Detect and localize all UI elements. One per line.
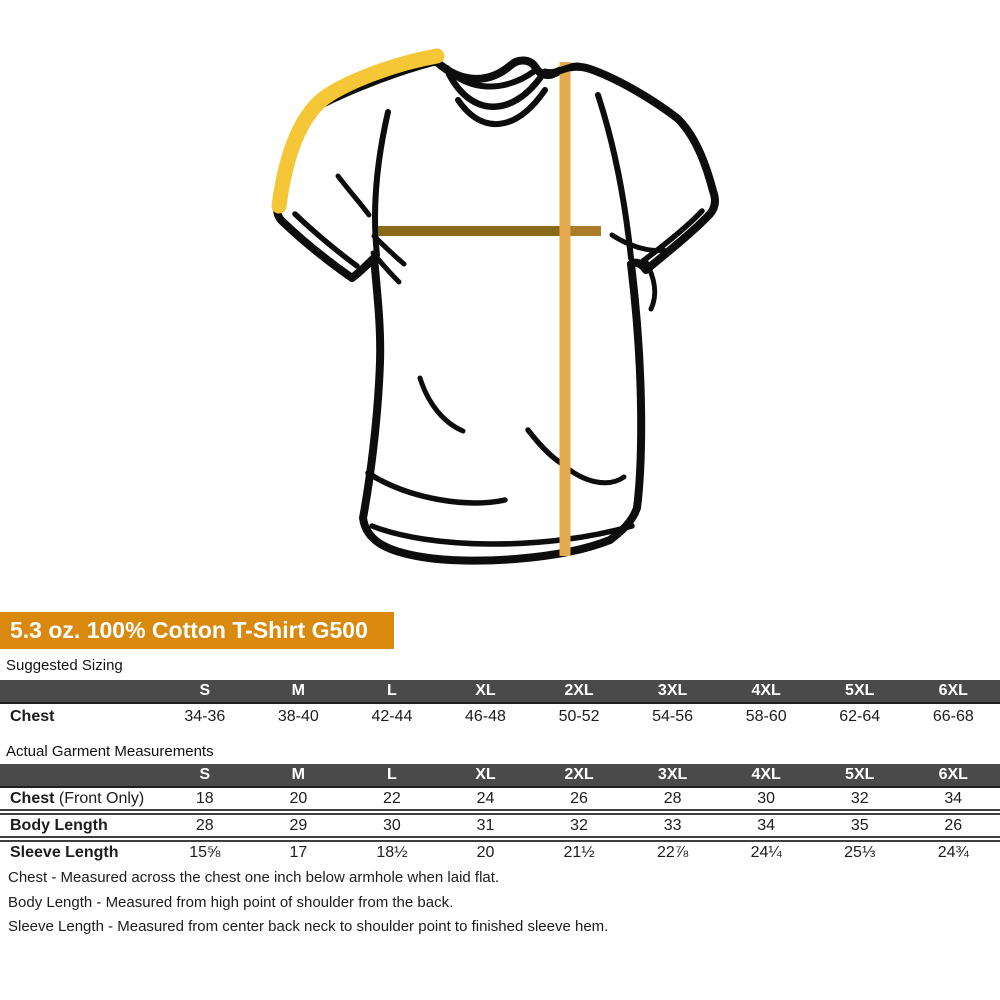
chest-range: 42-44 — [371, 708, 413, 725]
body-length-value: 34 — [757, 816, 776, 834]
sleeve-length-value: 20 — [476, 843, 495, 861]
body-length-value: 30 — [383, 816, 401, 834]
product-title: 5.3 oz. 100% Cotton T-Shirt G500 — [10, 617, 368, 643]
measurement-footnotes: Chest - Measured across the chest one in… — [8, 866, 608, 940]
size-header-6xl: 6XL — [938, 766, 968, 783]
chest-range: 62-64 — [839, 708, 881, 725]
size-header-l: L — [387, 766, 397, 783]
size-header-4xl: 4XL — [751, 682, 781, 699]
chest-range: 46-48 — [465, 708, 506, 725]
size-header-l: L — [387, 682, 397, 699]
size-header-s: S — [199, 682, 211, 699]
chest-range: 38-40 — [277, 708, 319, 725]
footnote-body: Body Length - Measured from high point o… — [8, 893, 454, 911]
product-title-banner: 5.3 oz. 100% Cotton T-Shirt G500 — [0, 612, 394, 649]
chest-range: 34-36 — [184, 708, 226, 725]
chest-range: 50-52 — [558, 708, 600, 725]
chest-value: 30 — [757, 789, 776, 807]
size-header-3xl: 3XL — [657, 766, 688, 783]
sleeve-length-value: 25⅓ — [844, 843, 876, 861]
size-header-4xl: 4XL — [751, 766, 781, 783]
chest-range: 54-56 — [652, 708, 694, 725]
size-header-6xl: 6XL — [938, 682, 968, 699]
tshirt-illustration — [271, 48, 719, 565]
chest-value: 20 — [289, 789, 308, 807]
size-header-xl: XL — [475, 766, 496, 783]
row-label: Body Length — [10, 816, 108, 834]
wrinkle-lines — [292, 92, 705, 547]
sleeve-length-value: 22⅞ — [657, 843, 689, 861]
suggested-chest-row: Chest 34-36 38-40 42-44 46-48 50-52 54-5… — [0, 704, 1000, 730]
sleeve-length-value: 18½ — [376, 843, 408, 861]
body-length-value: 33 — [663, 816, 682, 834]
body-length-value: 28 — [195, 816, 214, 834]
actual-measurements-heading: Actual Garment Measurements — [6, 743, 214, 760]
sleeve-length-value: 24¼ — [750, 843, 782, 861]
actual-measurements-table: S M L XL 2XL 3XL 4XL 5XL 6XL Chest (Fron… — [0, 764, 1000, 863]
footnote-chest: Chest - Measured across the chest one in… — [8, 869, 500, 886]
row-label-suffix: (Front Only) — [54, 789, 145, 807]
suggested-sizing-table: S M L XL 2XL 3XL 4XL 5XL 6XL Chest 34-36… — [0, 680, 1000, 730]
chest-value: 22 — [383, 789, 401, 807]
size-header-3xl: 3XL — [657, 682, 688, 699]
chest-range: 66-68 — [932, 708, 974, 725]
collar-detail — [444, 65, 548, 127]
suggested-header-row: S M L XL 2XL 3XL 4XL 5XL 6XL — [0, 680, 1000, 704]
size-header-xl: XL — [475, 682, 496, 699]
chest-value: 34 — [944, 789, 963, 807]
actual-header-row: S M L XL 2XL 3XL 4XL 5XL 6XL — [0, 764, 1000, 788]
body-length-value: 32 — [570, 816, 588, 834]
sleeve-length-line — [271, 48, 445, 214]
size-header-5xl: 5XL — [845, 682, 875, 699]
sleeve-length-value: 24¾ — [937, 843, 969, 861]
chest-value: 24 — [476, 789, 495, 807]
chest-front-only-row: Chest (Front Only) 18 20 22 24 26 28 30 … — [0, 788, 1000, 809]
row-divider — [0, 836, 1000, 842]
footnote-sleeve: Sleeve Length - Measured from center bac… — [8, 918, 609, 935]
size-header-2xl: 2XL — [564, 766, 594, 783]
sleeve-length-row: Sleeve Length 15⅝ 17 18½ 20 21½ 22⅞ 24¼ … — [0, 842, 1000, 863]
suggested-sizing-heading: Suggested Sizing — [6, 657, 123, 674]
size-header-2xl: 2XL — [564, 682, 594, 699]
collar-overlap-stroke — [541, 62, 582, 77]
chest-value: 18 — [195, 789, 214, 807]
body-length-value: 26 — [944, 816, 963, 834]
size-header-m: M — [291, 682, 305, 699]
row-label: Chest — [10, 789, 55, 807]
body-length-value: 31 — [476, 816, 495, 834]
sleeve-length-value: 15⅝ — [189, 843, 221, 861]
size-header-s: S — [199, 766, 211, 783]
sleeve-length-value: 21½ — [563, 843, 595, 861]
row-label: Chest — [10, 708, 55, 725]
size-header-m: M — [291, 766, 305, 783]
chest-range: 58-60 — [745, 708, 787, 725]
chest-value: 28 — [663, 789, 682, 807]
sleeve-length-value: 17 — [289, 843, 308, 861]
body-length-row: Body Length 28 29 30 31 32 33 34 35 26 — [0, 815, 1000, 836]
size-header-5xl: 5XL — [845, 766, 875, 783]
row-divider — [0, 809, 1000, 815]
chest-value: 32 — [850, 789, 869, 807]
body-length-value: 35 — [850, 816, 869, 834]
body-length-value: 29 — [289, 816, 308, 834]
row-label: Sleeve Length — [10, 843, 119, 861]
chest-value: 26 — [570, 789, 588, 807]
